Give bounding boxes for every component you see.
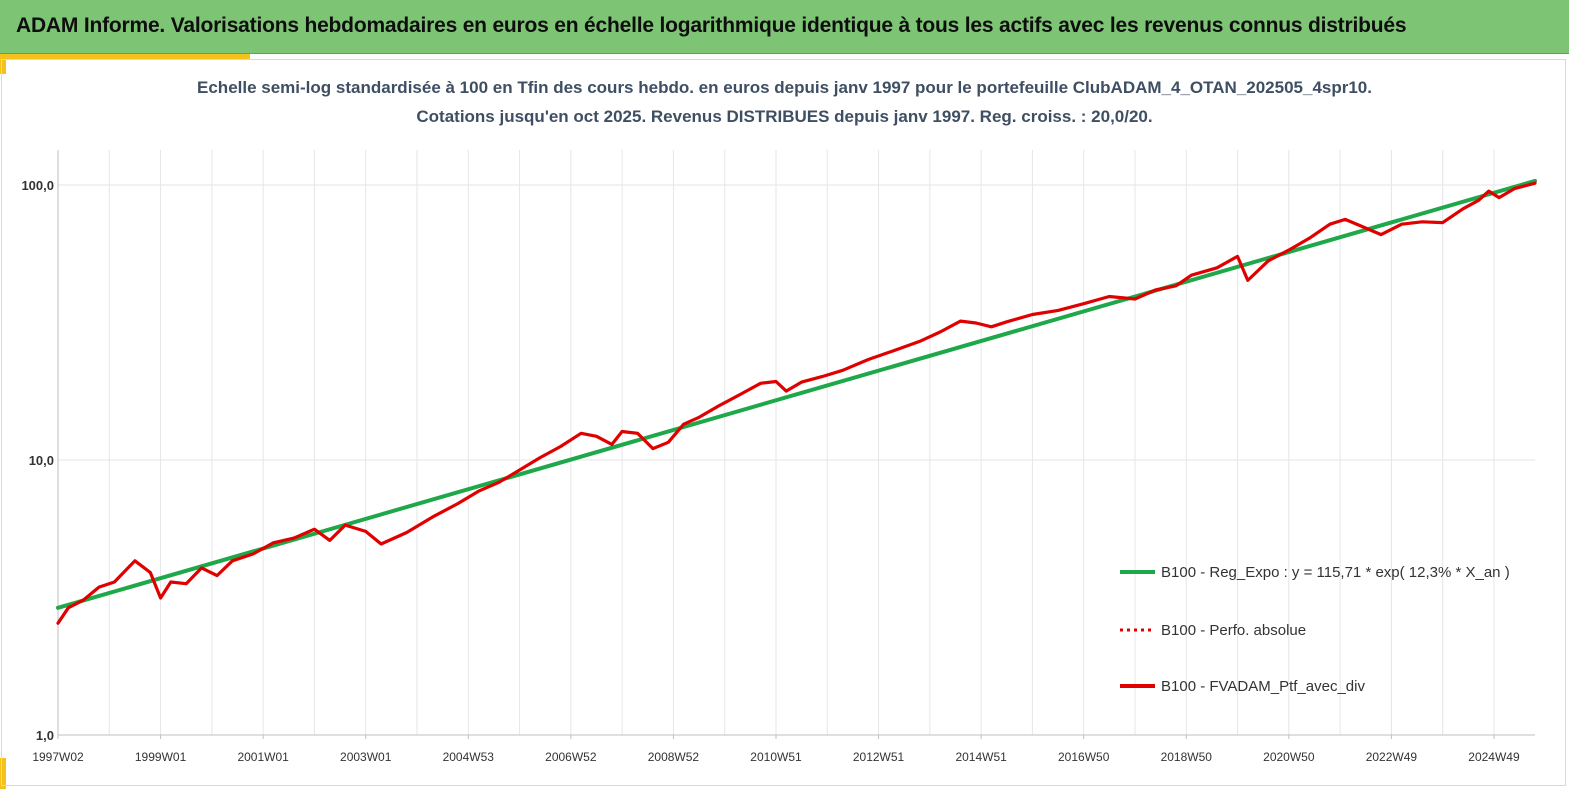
x-tick-label: 2018W50 (1161, 750, 1213, 764)
x-tick-label: 2001W01 (237, 750, 289, 764)
x-tick-label: 2014W51 (955, 750, 1007, 764)
chart-title: Echelle semi-log standardisée à 100 en T… (197, 78, 1372, 97)
axes: 1,0 10,0 100,0 1997W02 1999W01 2001W01 2003W01… (21, 150, 1535, 764)
x-tick-label: 2012W51 (853, 750, 905, 764)
y-tick-label: 10,0 (29, 453, 54, 468)
x-tick-label: 2003W01 (340, 750, 392, 764)
accent-bar-top (0, 54, 250, 59)
legend-label-3: B100 - FVADAM_Ptf_avec_div (1161, 678, 1365, 695)
x-tick-label: 2010W51 (750, 750, 802, 764)
legend: B100 - Reg_Expo : y = 115,71 * exp( 12,3… (1120, 564, 1510, 695)
x-tick-label: 1999W01 (135, 750, 187, 764)
y-tick-label: 1,0 (36, 728, 54, 743)
x-tick-label: 2020W50 (1263, 750, 1315, 764)
x-tick-label: 2016W50 (1058, 750, 1110, 764)
series-line-3 (56, 181, 1537, 625)
chart-subtitle: Cotations jusqu'en oct 2025. Revenus DIS… (416, 107, 1153, 126)
y-tick-label: 100,0 (21, 178, 54, 193)
accent-bar-left (0, 54, 6, 74)
series-lines (56, 178, 1537, 625)
accent-bar-bottom (0, 758, 6, 789)
banner-title: ADAM Informe. Valorisations hebdomadaire… (16, 14, 1407, 37)
legend-label-2: B100 - Perfo. absolue (1161, 622, 1306, 639)
x-tick-label: 1997W02 (32, 750, 84, 764)
x-tick-label: 2004W53 (443, 750, 495, 764)
x-tick-label: 2008W52 (648, 750, 700, 764)
grid-lines (57, 150, 1535, 736)
series-line-1 (56, 178, 1537, 610)
x-tick-label: 2022W49 (1366, 750, 1418, 764)
chart-frame (1, 59, 1566, 786)
x-tick-label: 2006W52 (545, 750, 597, 764)
title-banner: ADAM Informe. Valorisations hebdomadaire… (0, 0, 1569, 54)
legend-label-1: B100 - Reg_Expo : y = 115,71 * exp( 12,3… (1161, 564, 1510, 581)
x-tick-label: 2024W49 (1468, 750, 1520, 764)
